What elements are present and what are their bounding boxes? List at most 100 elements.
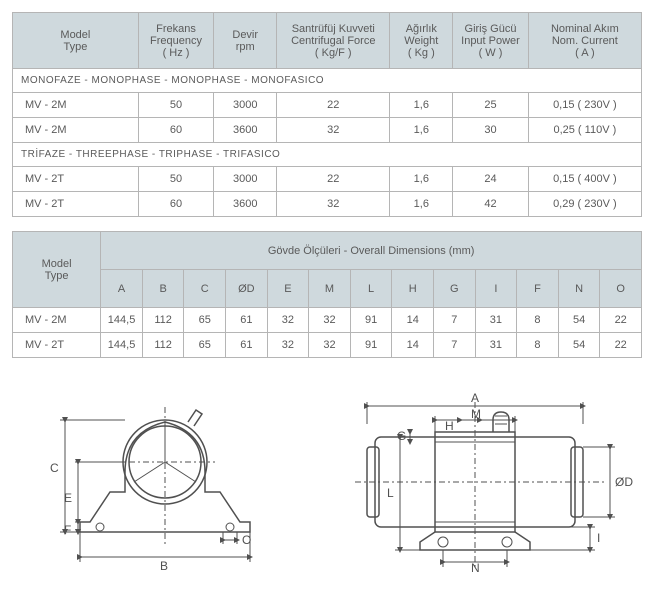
cell: 60 <box>138 192 213 217</box>
cell: MV - 2M <box>13 308 101 333</box>
cell: MV - 2T <box>13 167 139 192</box>
cell: 1,6 <box>390 118 453 143</box>
cell: 7 <box>434 333 476 358</box>
diagram-area: B C E F O <box>12 372 642 572</box>
dims-col: F <box>517 270 559 308</box>
cell: 0,15 ( 400V ) <box>528 167 641 192</box>
dims-col: M <box>309 270 351 308</box>
dims-col: N <box>558 270 600 308</box>
cell: 32 <box>267 308 309 333</box>
specs-header: Giriş Gücü Input Power ( W ) <box>453 13 528 69</box>
cell: 32 <box>309 308 351 333</box>
cell: 1,6 <box>390 192 453 217</box>
cell: 25 <box>453 93 528 118</box>
dims-col: ØD <box>226 270 268 308</box>
cell: 14 <box>392 333 434 358</box>
cell: MV - 2T <box>13 192 139 217</box>
specs-header-row: Model Type Frekans Frequency ( Hz ) Devi… <box>13 13 642 69</box>
cell: 7 <box>434 308 476 333</box>
dims-col: L <box>350 270 392 308</box>
dims-col: B <box>142 270 184 308</box>
cell: 144,5 <box>101 308 143 333</box>
cell: MV - 2M <box>13 93 139 118</box>
cell: 144,5 <box>101 333 143 358</box>
table-row: MV - 2M 60 3600 32 1,6 30 0,25 ( 110V ) <box>13 118 642 143</box>
cell: 54 <box>558 333 600 358</box>
cell: 31 <box>475 308 517 333</box>
dim-label-b: B <box>160 559 168 572</box>
side-view-diagram: B C E F O <box>20 372 300 572</box>
specs-header: Devir rpm <box>214 13 277 69</box>
dims-title-row: Model Type Gövde Ölçüleri - Overall Dime… <box>13 232 642 270</box>
cell: 42 <box>453 192 528 217</box>
table-row: MV - 2M 50 3000 22 1,6 25 0,15 ( 230V ) <box>13 93 642 118</box>
cell: 22 <box>277 93 390 118</box>
specs-header: Frekans Frequency ( Hz ) <box>138 13 213 69</box>
cell: 50 <box>138 93 213 118</box>
cell: 31 <box>475 333 517 358</box>
cell: 3600 <box>214 192 277 217</box>
cell: 1,6 <box>390 93 453 118</box>
specs-header: Model Type <box>13 13 139 69</box>
dims-col: O <box>600 270 642 308</box>
dims-title: Gövde Ölçüleri - Overall Dimensions (mm) <box>101 232 642 270</box>
cell: 22 <box>277 167 390 192</box>
dim-label-i: I <box>597 531 600 545</box>
cell: 3000 <box>214 167 277 192</box>
cell: 112 <box>142 333 184 358</box>
specs-table: Model Type Frekans Frequency ( Hz ) Devi… <box>12 12 642 217</box>
cell: 22 <box>600 308 642 333</box>
cell: 61 <box>226 308 268 333</box>
section-label: TRİFAZE - THREEPHASE - TRIPHASE - TRIFAS… <box>13 143 642 167</box>
dim-label-d: ØD <box>615 475 633 489</box>
dims-col: C <box>184 270 226 308</box>
dims-col: G <box>434 270 476 308</box>
dims-col-row: A B C ØD E M L H G I F N O <box>13 270 642 308</box>
specs-header: Santrüfüj Kuvveti Centrifugal Force ( Kg… <box>277 13 390 69</box>
cell: 60 <box>138 118 213 143</box>
dim-label-m: M <box>471 407 481 421</box>
dims-col: H <box>392 270 434 308</box>
cell: MV - 2M <box>13 118 139 143</box>
cell: 65 <box>184 308 226 333</box>
cell: MV - 2T <box>13 333 101 358</box>
dim-label-n: N <box>471 561 480 572</box>
cell: 32 <box>277 192 390 217</box>
cell: 112 <box>142 308 184 333</box>
dim-label-l: L <box>387 486 394 500</box>
cell: 3600 <box>214 118 277 143</box>
front-view-diagram: A M H G L ØD I N <box>315 372 635 572</box>
cell: 0,25 ( 110V ) <box>528 118 641 143</box>
cell: 14 <box>392 308 434 333</box>
dims-col: I <box>475 270 517 308</box>
cell: 3000 <box>214 93 277 118</box>
cell: 22 <box>600 333 642 358</box>
dim-label-e: E <box>64 491 72 505</box>
cell: 32 <box>277 118 390 143</box>
dim-label-f: F <box>64 523 71 537</box>
cell: 91 <box>350 308 392 333</box>
cell: 0,29 ( 230V ) <box>528 192 641 217</box>
cell: 8 <box>517 308 559 333</box>
specs-header: Ağırlık Weight ( Kg ) <box>390 13 453 69</box>
section-label: MONOFAZE - MONOPHASE - MONOPHASE - MONOF… <box>13 69 642 93</box>
section-monophase: MONOFAZE - MONOPHASE - MONOPHASE - MONOF… <box>13 69 642 93</box>
table-row: MV - 2T 50 3000 22 1,6 24 0,15 ( 400V ) <box>13 167 642 192</box>
table-row: MV - 2M 144,5 112 65 61 32 32 91 14 7 31… <box>13 308 642 333</box>
cell: 32 <box>309 333 351 358</box>
dim-label-a: A <box>471 391 479 405</box>
cell: 65 <box>184 333 226 358</box>
dims-col: E <box>267 270 309 308</box>
dim-label-h: H <box>445 419 454 433</box>
cell: 30 <box>453 118 528 143</box>
table-row: MV - 2T 60 3600 32 1,6 42 0,29 ( 230V ) <box>13 192 642 217</box>
dim-label-c: C <box>50 461 59 475</box>
cell: 91 <box>350 333 392 358</box>
dims-model-header: Model Type <box>13 232 101 308</box>
table-row: MV - 2T 144,5 112 65 61 32 32 91 14 7 31… <box>13 333 642 358</box>
cell: 54 <box>558 308 600 333</box>
cell: 24 <box>453 167 528 192</box>
cell: 61 <box>226 333 268 358</box>
cell: 1,6 <box>390 167 453 192</box>
dim-label-o: O <box>242 533 251 547</box>
